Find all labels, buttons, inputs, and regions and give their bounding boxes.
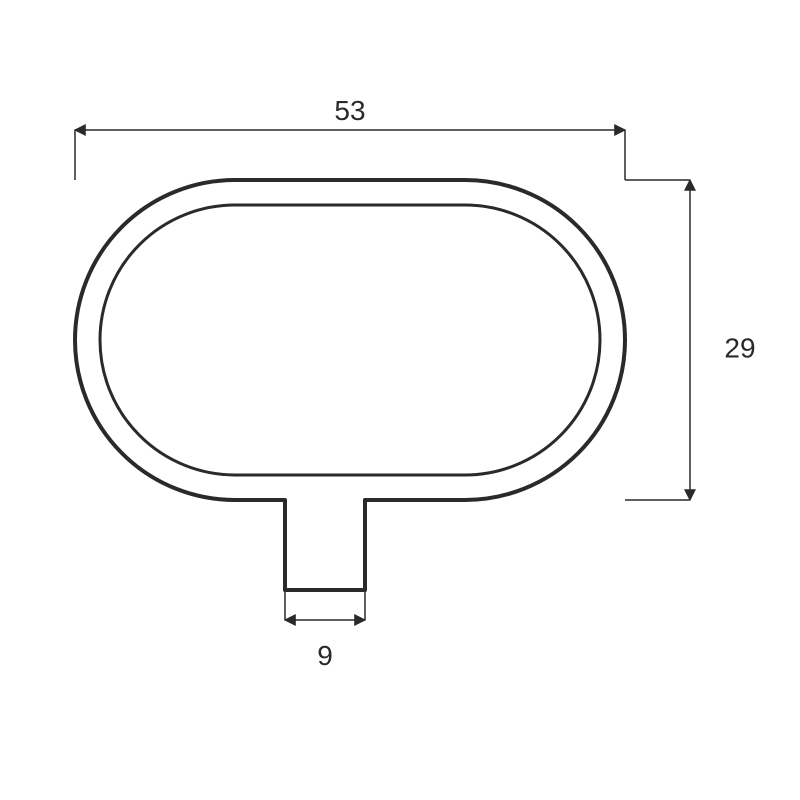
canvas-bg xyxy=(0,0,800,800)
dimension-diagram: 53 29 9 xyxy=(0,0,800,800)
dim-width-label: 53 xyxy=(334,95,365,126)
dim-tab-label: 9 xyxy=(317,640,333,671)
dim-height-label: 29 xyxy=(724,332,755,363)
